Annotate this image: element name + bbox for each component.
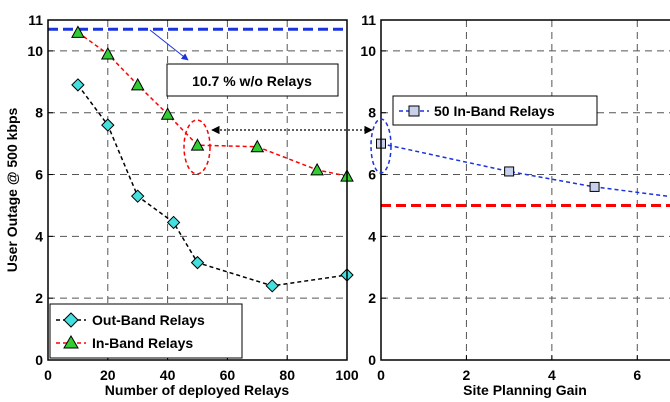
left-y-tick-label: 4 [35,228,43,244]
left-chart: 0 20 40 60 80 100 0 2 4 6 8 10 11 Number of deployed… [4,12,359,398]
annotation-text: 10.7 % w/o Relays [192,73,312,89]
right-x-tick-label: 0 [377,367,385,383]
left-y-tick-label-top: 11 [28,12,43,28]
legend-marker-in-band [63,335,79,349]
legend-marker-50-in-band [408,105,420,117]
right-y-tick-label-top: 11 [361,12,376,28]
data-point-diamond [166,215,181,230]
data-point-triangle [71,25,85,38]
left-y-tick-label: 0 [35,352,43,368]
data-point-triangle [100,46,115,60]
right-y-tick-label: 0 [368,352,376,368]
right-x-tick-label: 4 [548,367,556,383]
data-point-triangle [130,77,145,91]
left-x-tick-label: 60 [220,367,236,383]
right-x-axis-label: Site Planning Gain [463,382,587,398]
right-plot-frame [380,19,670,361]
right-y-tick-label: 2 [368,290,376,306]
right-y-tick-label: 8 [368,105,376,121]
left-y-tick-label: 6 [35,167,43,183]
data-point-diamond [71,78,85,92]
right-series-line-0 [380,142,670,198]
left-y-tick-label: 2 [35,290,43,306]
left-y-axis-label: User Outage @ 500 kbps [4,107,20,272]
legend-label-out-band: Out-Band Relays [92,312,205,328]
left-y-tick-label: 8 [35,105,43,121]
data-point-diamond [190,255,205,270]
annotation-box [166,63,339,97]
data-point-triangle [160,107,175,120]
data-point-triangle [190,138,205,151]
data-point-triangle [250,139,265,153]
annotation-arrow [149,29,189,61]
right-y-tick-label: 10 [360,43,376,59]
data-point-square [504,166,515,177]
left-series-line-1 [77,31,348,177]
left-x-tick-label: 40 [160,367,176,383]
highlight-ellipse-right [370,118,392,174]
highlight-ellipse-left [183,119,211,175]
data-point-square [589,181,600,192]
right-chart: 0 2 4 6 0 2 4 6 8 10 11 Site Planning Gain 50 In-B… [360,12,670,398]
left-x-tick-label: 80 [279,367,295,383]
left-x-axis-label: Number of deployed Relays [105,382,290,398]
left-x-tick-label: 0 [44,367,52,383]
legend-label-in-band: In-Band Relays [92,335,193,351]
data-point-diamond [265,279,279,293]
left-legend-box [49,303,243,359]
legend-marker-out-band [63,312,79,328]
legend-label-50-in-band: 50 In-Band Relays [434,103,555,119]
right-legend: 50 In-Band Relays [392,95,598,126]
data-point-triangle [310,162,324,176]
right-x-tick-label: 2 [463,367,471,383]
left-legend: Out-Band Relays In-Band Relays [49,303,243,359]
data-point-diamond [101,118,115,132]
right-y-tick-label: 4 [368,228,376,244]
left-series-line-0 [77,84,348,287]
left-plot-frame [47,19,348,361]
data-point-diamond [130,189,145,203]
left-y-tick-label: 10 [27,43,43,59]
right-x-tick-label: 6 [633,367,641,383]
right-y-tick-label: 6 [368,167,376,183]
left-x-tick-label: 100 [335,367,359,383]
left-x-tick-label: 20 [100,367,116,383]
